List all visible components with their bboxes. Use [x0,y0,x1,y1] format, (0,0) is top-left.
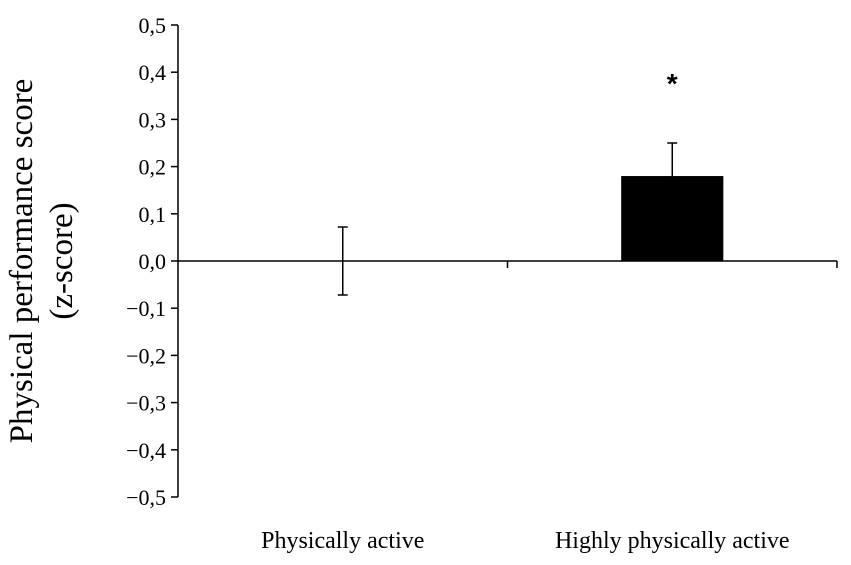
y-tick-label: 0,5 [139,13,167,38]
error-bars [337,142,678,296]
y-tick-label: 0,1 [139,202,167,227]
y-tick-label: −0,4 [126,438,166,463]
y-tick-label: −0,5 [126,485,166,510]
y-axis-title-line-2: (z-score) [44,202,80,319]
error-bar [337,226,348,296]
y-tick-label: −0,1 [126,296,166,321]
y-tick-label: 0,4 [139,60,167,85]
x-category-label: Physically active [261,528,424,554]
y-tick-label: −0,3 [126,391,166,416]
y-axis: 0,5 0,4 0,3 0,2 0,1 0,0 −0,1 −0,2 −0,3 −0,4 −0,5 [126,13,179,510]
y-tick-label: −0,2 [126,343,166,368]
y-tick-label: 0,3 [139,107,167,132]
annotations: * [667,68,678,99]
bar [621,176,724,261]
x-category-label: Highly physically active [555,528,790,554]
y-tick-label: 0,0 [139,249,167,274]
error-bar [667,142,678,177]
x-axis: Physically active Highly physically activ… [178,260,838,554]
bars [621,176,724,261]
y-axis-title: Physical performance score (z-score) [4,79,80,444]
y-tick-label: 0,2 [139,155,167,180]
y-axis-title-line-1: Physical performance score [4,79,40,444]
significance-marker: * [667,68,678,99]
